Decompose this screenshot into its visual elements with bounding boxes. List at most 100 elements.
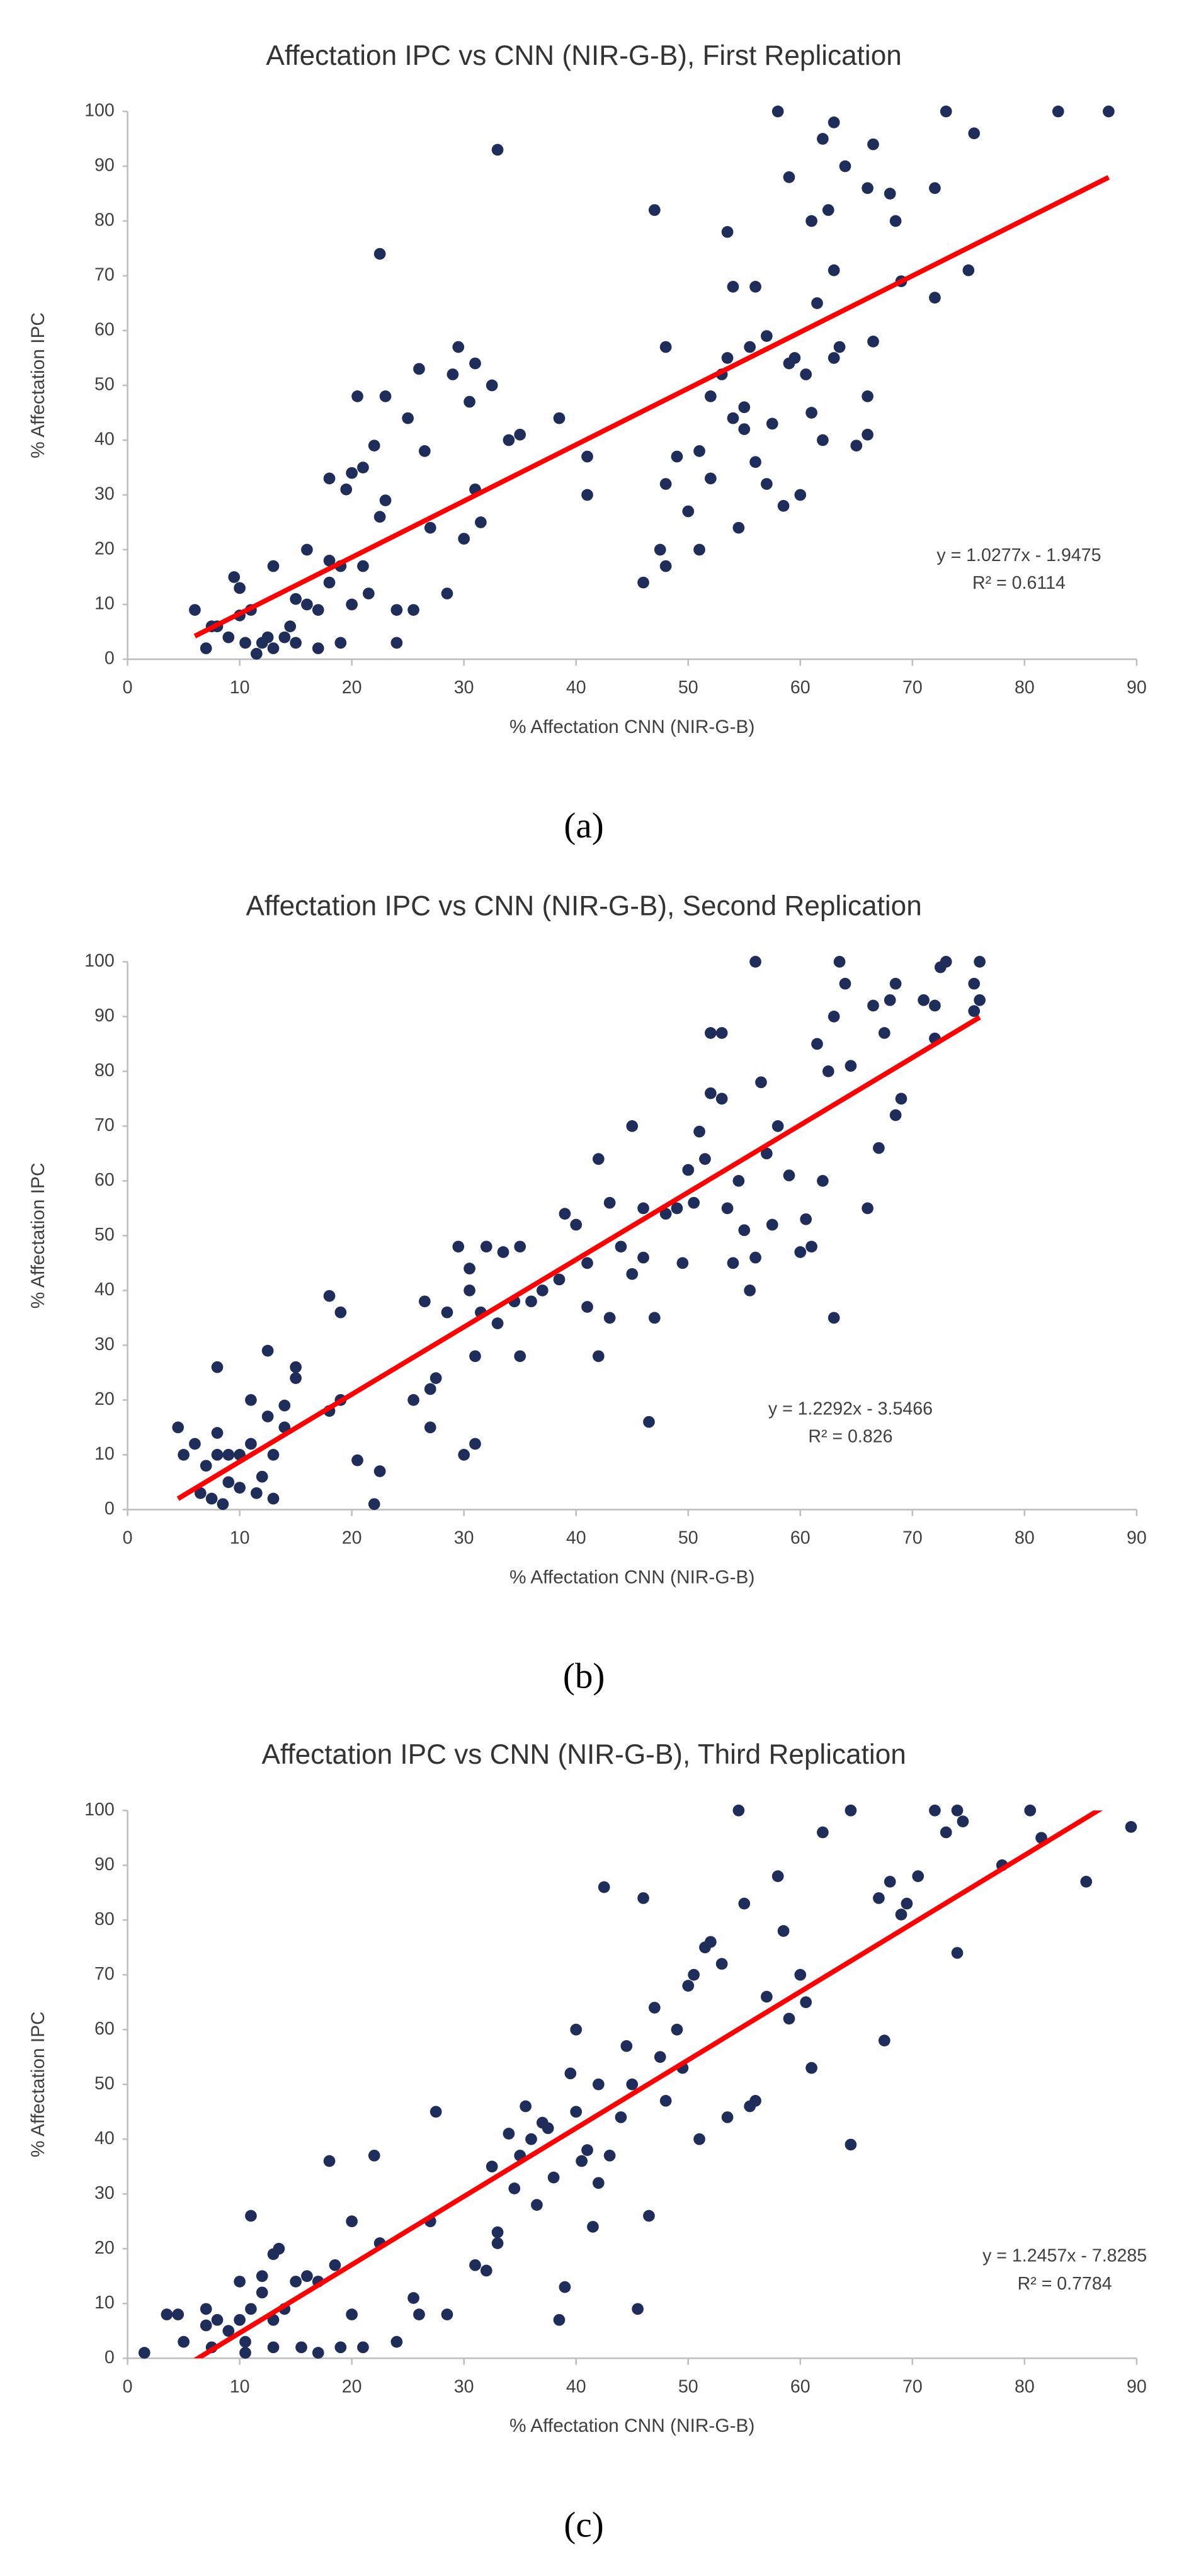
point (805, 1240, 817, 1253)
point (671, 2023, 683, 2036)
point (407, 1394, 419, 1406)
point (603, 1312, 616, 1324)
point (222, 631, 235, 644)
x-tick-label: 30 (454, 1528, 474, 1548)
point (419, 445, 431, 457)
point (525, 2133, 537, 2145)
point (250, 647, 263, 660)
point (379, 390, 392, 402)
point (469, 357, 481, 370)
y-tick-label: 20 (94, 2238, 115, 2258)
point (390, 637, 403, 649)
point (637, 1892, 649, 1904)
point (261, 1410, 274, 1422)
point (884, 994, 896, 1006)
x-tick-label: 0 (123, 1528, 133, 1548)
point (312, 604, 324, 616)
x-tick-label: 10 (230, 678, 250, 698)
point (222, 1449, 235, 1461)
point (189, 1438, 201, 1450)
point (828, 352, 840, 364)
point (895, 1909, 907, 1921)
point (727, 281, 739, 293)
point (705, 472, 717, 485)
point (491, 1317, 504, 1329)
point (929, 292, 941, 304)
trend-r2: R² = 0.6114 (972, 573, 1066, 593)
point (951, 1947, 964, 1959)
point (771, 1870, 784, 1882)
point (542, 2122, 554, 2135)
point (357, 560, 369, 572)
y-tick-label: 90 (94, 156, 115, 176)
point (234, 2313, 246, 2326)
point (817, 133, 829, 145)
point (761, 1147, 773, 1160)
point (654, 543, 666, 556)
y-tick-label: 10 (94, 594, 115, 614)
point (205, 1492, 218, 1505)
point (211, 1427, 224, 1439)
point (441, 2308, 453, 2320)
point (749, 281, 761, 293)
point (688, 1968, 700, 1981)
point (682, 1980, 695, 1992)
point (626, 2078, 639, 2091)
x-tick-label: 0 (123, 678, 133, 698)
point (878, 1027, 890, 1039)
point (974, 994, 986, 1006)
point (974, 956, 986, 968)
point (637, 1251, 649, 1264)
point (822, 1065, 834, 1077)
caption: (a) (564, 806, 603, 846)
point (817, 1826, 829, 1839)
x-tick-label: 80 (1015, 678, 1035, 698)
point (721, 2111, 734, 2123)
point (581, 489, 593, 501)
x-tick-label: 30 (454, 2377, 474, 2397)
point (346, 2308, 358, 2320)
point (441, 587, 453, 599)
point (239, 637, 251, 649)
point (256, 2270, 268, 2283)
point (918, 994, 930, 1006)
point (514, 1350, 526, 1363)
point (329, 2259, 341, 2271)
point (245, 2303, 257, 2315)
point (929, 182, 941, 195)
point (794, 1968, 807, 1981)
point (761, 1990, 773, 2003)
point (234, 2276, 246, 2288)
x-tick-label: 10 (230, 1528, 250, 1548)
point (520, 2100, 532, 2113)
point (800, 1996, 812, 2009)
point (452, 1240, 465, 1253)
point (491, 2237, 504, 2249)
y-tick-label: 0 (105, 1499, 115, 1519)
point (531, 2199, 543, 2211)
chart-title: Affectation IPC vs CNN (NIR-G-B), Second… (246, 890, 921, 921)
y-axis-label: % Affectation IPC (28, 2011, 48, 2157)
point (862, 390, 873, 402)
point (194, 1487, 207, 1499)
point (290, 1372, 302, 1384)
point (929, 999, 941, 1012)
point (884, 188, 896, 200)
point (234, 1482, 246, 1494)
x-tick-label: 50 (678, 1528, 698, 1548)
y-tick-label: 40 (94, 1279, 115, 1300)
y-tick-label: 60 (94, 2019, 115, 2039)
x-tick-label: 20 (342, 2377, 362, 2397)
x-tick-label: 90 (1127, 678, 1147, 698)
point (968, 1005, 981, 1018)
point (441, 1306, 453, 1319)
point (715, 1092, 728, 1105)
point (705, 1087, 717, 1099)
point (256, 1470, 268, 1483)
y-tick-label: 50 (94, 1225, 115, 1245)
point (878, 2034, 890, 2046)
point (222, 2325, 235, 2337)
point (811, 1038, 823, 1050)
point (957, 1815, 969, 1827)
y-tick-label: 100 (84, 1800, 115, 1820)
